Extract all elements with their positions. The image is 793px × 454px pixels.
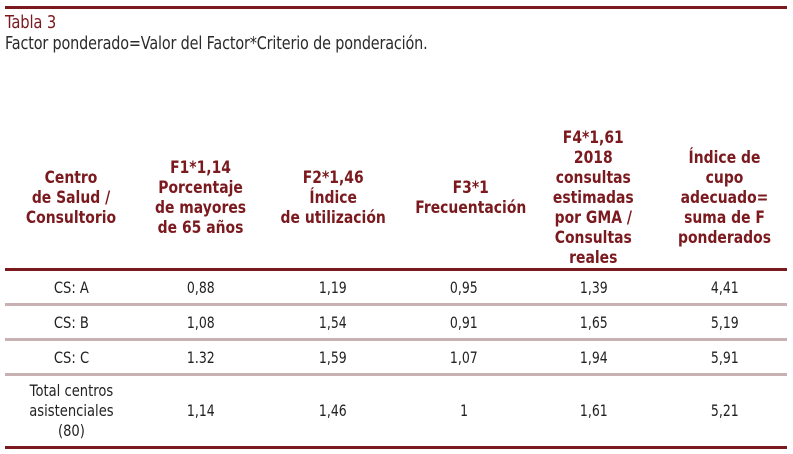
cell-text: 1,54 <box>319 312 347 332</box>
table-row: CS: B 1,08 1,54 0,91 1,65 5,19 <box>5 304 787 341</box>
header-line: estimadas <box>553 188 634 208</box>
total-label-text: Total centros asistenciales (80) <box>29 381 113 441</box>
header-line: Consultorio <box>26 208 117 228</box>
cell-value: 5,91 <box>662 339 787 376</box>
header-text: F4*1,61 2018 consultas estimadas por GMA / Co… <box>553 128 634 268</box>
total-label-line: Total centros <box>29 381 114 400</box>
total-value: 1,61 <box>525 374 662 449</box>
cell-text: CS: B <box>53 312 90 332</box>
row-label: CS: C <box>5 339 138 376</box>
header-text: F3*1 Frecuentación <box>415 178 526 218</box>
header-line: 2018 <box>574 148 613 168</box>
header-line: F2*1,46 <box>302 168 364 188</box>
cell-value: 1,08 <box>138 304 263 341</box>
total-row: Total centros asistenciales (80) 1,14 1,46 1 1… <box>5 374 787 449</box>
cell-text: 0,91 <box>450 312 478 332</box>
header-text: F2*1,46 Índice de utilización <box>280 168 385 228</box>
total-label: Total centros asistenciales (80) <box>5 374 138 449</box>
header-f4: F4*1,61 2018 consultas estimadas por GMA / Co… <box>525 128 662 271</box>
header-line: F1*1,14 <box>170 158 231 178</box>
cell-value: 4,41 <box>662 269 787 306</box>
header-line: Consultas <box>554 228 633 248</box>
cell-text: 1,94 <box>579 347 608 367</box>
header-line: de Salud / <box>32 188 111 208</box>
cell-text: 5,19 <box>710 312 739 332</box>
cell-text: 1,59 <box>319 347 347 367</box>
header-centro: Centro de Salud / Consultorio <box>5 128 138 271</box>
header-f1: F1*1,14 Porcentaje de mayores de 65 años <box>138 128 263 271</box>
cell-text: 1 <box>460 401 468 420</box>
cell-value: 1,07 <box>403 339 525 376</box>
header-line: adecuado= <box>680 188 769 208</box>
cell-text: 1,14 <box>186 401 215 420</box>
row-label: CS: B <box>5 304 138 341</box>
cell-text: 5,91 <box>710 347 739 367</box>
header-line: Centro <box>45 168 98 188</box>
total-value: 1,14 <box>138 374 263 449</box>
table-title: Tabla 3 <box>5 12 57 33</box>
header-line: Frecuentación <box>415 198 527 218</box>
cell-value: 0,95 <box>403 269 525 306</box>
cell-value: 1.32 <box>138 339 263 376</box>
header-line: consultas <box>555 168 632 188</box>
cell-text: 1.32 <box>186 347 215 367</box>
cell-text: 1,46 <box>319 401 347 420</box>
header-row: Centro de Salud / Consultorio F1*1,14 Porcen… <box>5 128 787 271</box>
cell-text: 0,95 <box>450 277 478 297</box>
cell-text: CS: A <box>53 277 90 297</box>
cell-text: 4,41 <box>710 277 739 297</box>
header-line: F4*1,61 <box>563 128 624 148</box>
header-f3: F3*1 Frecuentación <box>403 128 526 271</box>
cell-value: 1,94 <box>525 339 662 376</box>
cell-value: 1,65 <box>525 304 662 341</box>
cell-text: 5,21 <box>710 401 739 420</box>
header-line: de mayores <box>154 198 247 218</box>
cell-text: 1,19 <box>319 277 347 297</box>
cell-text: 1,08 <box>186 312 215 332</box>
cell-text: 1,65 <box>579 312 608 332</box>
cell-text: 0,88 <box>186 277 215 297</box>
header-line: de utilización <box>280 208 386 228</box>
cell-value: 5,19 <box>662 304 787 341</box>
total-label-line: asistenciales <box>29 401 114 420</box>
table-row: CS: C 1.32 1,59 1,07 1,94 5,91 <box>5 339 787 376</box>
total-value: 1 <box>403 374 525 449</box>
header-f2: F2*1,46 Índice de utilización <box>263 128 403 271</box>
cell-text: CS: C <box>53 347 90 367</box>
row-label: CS: A <box>5 269 138 306</box>
data-table: Centro de Salud / Consultorio F1*1,14 Porcen… <box>5 128 787 449</box>
total-value: 5,21 <box>662 374 787 449</box>
header-line: F3*1 <box>452 178 489 198</box>
cell-text: 1,61 <box>579 401 608 420</box>
cell-value: 1,59 <box>263 339 403 376</box>
top-rule <box>5 6 787 9</box>
total-label-line: (80) <box>58 421 85 440</box>
table-row: CS: A 0,88 1,19 0,95 1,39 4,41 <box>5 269 787 306</box>
header-line: Índice de cupo <box>688 148 761 188</box>
header-line: de 65 años <box>157 218 244 238</box>
table-subtitle: Factor ponderado=Valor del Factor*Criter… <box>5 33 428 54</box>
cell-value: 1,54 <box>263 304 403 341</box>
cell-value: 0,88 <box>138 269 263 306</box>
cell-text: 1,39 <box>579 277 608 297</box>
header-line: suma de F <box>684 208 765 228</box>
header-text: Centro de Salud / Consultorio <box>26 168 116 228</box>
header-line: Porcentaje <box>158 178 243 198</box>
total-value: 1,46 <box>263 374 403 449</box>
header-line: ponderados <box>677 228 772 248</box>
cell-value: 1,39 <box>525 269 662 306</box>
header-line: reales <box>569 248 618 268</box>
header-line: por GMA / <box>554 208 633 228</box>
cell-value: 0,91 <box>403 304 525 341</box>
header-line: Índice <box>309 188 357 208</box>
cell-text: 1,07 <box>450 347 478 367</box>
cell-value: 1,19 <box>263 269 403 306</box>
header-text: F1*1,14 Porcentaje de mayores de 65 años <box>155 158 246 238</box>
